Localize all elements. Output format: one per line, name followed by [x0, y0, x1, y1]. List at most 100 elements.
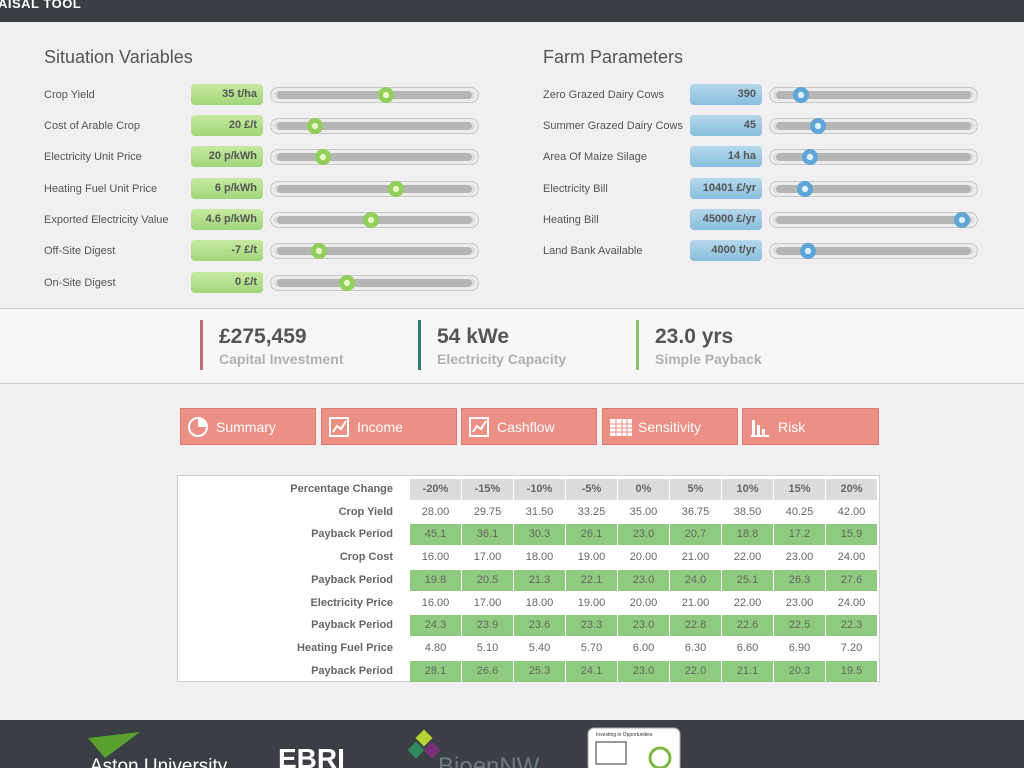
- slider-value: 14 ha: [690, 146, 762, 167]
- table-cell: 20.7: [670, 524, 721, 546]
- tab-icon: [751, 420, 769, 437]
- table-header-cell: 5%: [670, 479, 721, 500]
- table-cell: 7.20: [840, 641, 863, 654]
- slider-label: Heating Bill: [543, 214, 599, 226]
- slider-knob: [954, 212, 971, 228]
- tab[interactable]: Sensitivity: [602, 408, 738, 445]
- metric-label: Electricity Capacity: [437, 351, 567, 367]
- slider-value: 20 £/t: [191, 115, 263, 136]
- table-cell: 22.1: [566, 569, 617, 591]
- slider-label: Electricity Bill: [543, 183, 608, 195]
- table-cell: 21.3: [514, 569, 565, 591]
- table-cell: 6.30: [684, 641, 707, 654]
- tab[interactable]: Cashflow: [461, 408, 597, 445]
- slider-knob: [800, 243, 817, 259]
- logo-aston: Aston University: [90, 756, 228, 768]
- metric-value: 23.0 yrs: [655, 325, 734, 348]
- table-cell: 31.50: [525, 505, 554, 518]
- table-header-cell: 20%: [826, 479, 877, 500]
- table-cell: 35.00: [629, 505, 658, 518]
- table-cell: 6.00: [632, 641, 655, 654]
- tab[interactable]: Summary: [180, 408, 316, 445]
- table-cell: 36.1: [462, 524, 513, 546]
- slider-value: 4000 t/yr: [690, 240, 762, 261]
- slider-track: [270, 275, 479, 291]
- table-cell: 38.50: [733, 505, 762, 518]
- table-header-cell: -20%: [410, 479, 461, 500]
- table-cell: 22.00: [733, 551, 762, 564]
- table-cell: 23.6: [514, 615, 565, 637]
- slider-track: [769, 87, 978, 103]
- table-cell: 33.25: [577, 505, 606, 518]
- app-title: AISAL TOOL: [0, 0, 82, 11]
- table-cell: 23.00: [785, 551, 814, 564]
- table-cell: 22.0: [670, 660, 721, 682]
- table-cell: 24.3: [410, 615, 461, 637]
- table-cell: 23.9: [462, 615, 513, 637]
- tab-label: Risk: [778, 419, 806, 435]
- table-cell: 24.00: [837, 596, 866, 609]
- slider-value: 6 p/kWh: [191, 178, 263, 199]
- table-cell: 22.8: [670, 615, 721, 637]
- table-cell: 28.00: [421, 505, 450, 518]
- table-cell: 19.00: [577, 551, 606, 564]
- table-cell: 30.3: [514, 524, 565, 546]
- table-header-cell: -10%: [514, 479, 565, 500]
- table-cell: 18.00: [525, 596, 554, 609]
- table-cell: 25.1: [722, 569, 773, 591]
- row-label: Payback Period: [311, 573, 393, 586]
- slider-track: [270, 243, 479, 259]
- tab[interactable]: Income: [321, 408, 457, 445]
- table-cell: 23.3: [566, 615, 617, 637]
- slider-knob: [338, 275, 355, 291]
- slider-knob: [311, 243, 328, 259]
- slider-value: 20 p/kWh: [191, 146, 263, 167]
- table-cell: 18.8: [722, 524, 773, 546]
- slider-value: 45000 £/yr: [690, 209, 762, 230]
- row-label: Payback Period: [311, 619, 393, 632]
- table-cell: 42.00: [837, 505, 866, 518]
- table-cell: 15.9: [826, 524, 877, 546]
- slider-track: [769, 149, 978, 165]
- table-cell: 23.0: [618, 660, 669, 682]
- row-label: Heating Fuel Price: [297, 641, 393, 654]
- slider-value: 45: [690, 115, 762, 136]
- tab-icon: [329, 417, 349, 437]
- table-cell: 17.2: [774, 524, 825, 546]
- slider-label: Electricity Unit Price: [44, 151, 142, 163]
- footer: Aston University EBRI BioenNW Investing …: [0, 720, 1024, 768]
- tab-icon: [469, 417, 489, 437]
- table-cell: 26.1: [566, 524, 617, 546]
- table-cell: 20.5: [462, 569, 513, 591]
- slider-track: [270, 118, 479, 134]
- slider-knob: [307, 118, 324, 134]
- table-cell: 21.00: [681, 596, 710, 609]
- slider-knob: [810, 118, 827, 134]
- slider-value: 35 t/ha: [191, 84, 263, 105]
- table-cell: 24.00: [837, 551, 866, 564]
- slider-value: 10401 £/yr: [690, 178, 762, 199]
- table-cell: 19.00: [577, 596, 606, 609]
- tab[interactable]: Risk: [742, 408, 879, 445]
- table-cell: 6.60: [736, 641, 759, 654]
- table-cell: 23.0: [618, 615, 669, 637]
- row-label: Crop Cost: [339, 551, 393, 564]
- slider-label: Heating Fuel Unit Price: [44, 183, 158, 195]
- row-label: Payback Period: [311, 664, 393, 677]
- metric-value: 54 kWe: [437, 325, 509, 348]
- tab-label: Summary: [216, 419, 276, 435]
- table-cell: 18.00: [525, 551, 554, 564]
- slider-label: Exported Electricity Value: [44, 214, 169, 226]
- table-header-cell: -5%: [566, 479, 617, 500]
- table-cell: 23.00: [785, 596, 814, 609]
- table-cell: 4.80: [424, 641, 447, 654]
- table-cell: 26.3: [774, 569, 825, 591]
- row-label: Electricity Price: [310, 596, 393, 609]
- table-cell: 19.8: [410, 569, 461, 591]
- table-cell: 16.00: [421, 596, 450, 609]
- table-cell: 25.3: [514, 660, 565, 682]
- slider-label: Zero Grazed Dairy Cows: [543, 89, 665, 101]
- slider-value: -7 £/t: [191, 240, 263, 261]
- table-header-cell: 15%: [774, 479, 825, 500]
- table-cell: 22.00: [733, 596, 762, 609]
